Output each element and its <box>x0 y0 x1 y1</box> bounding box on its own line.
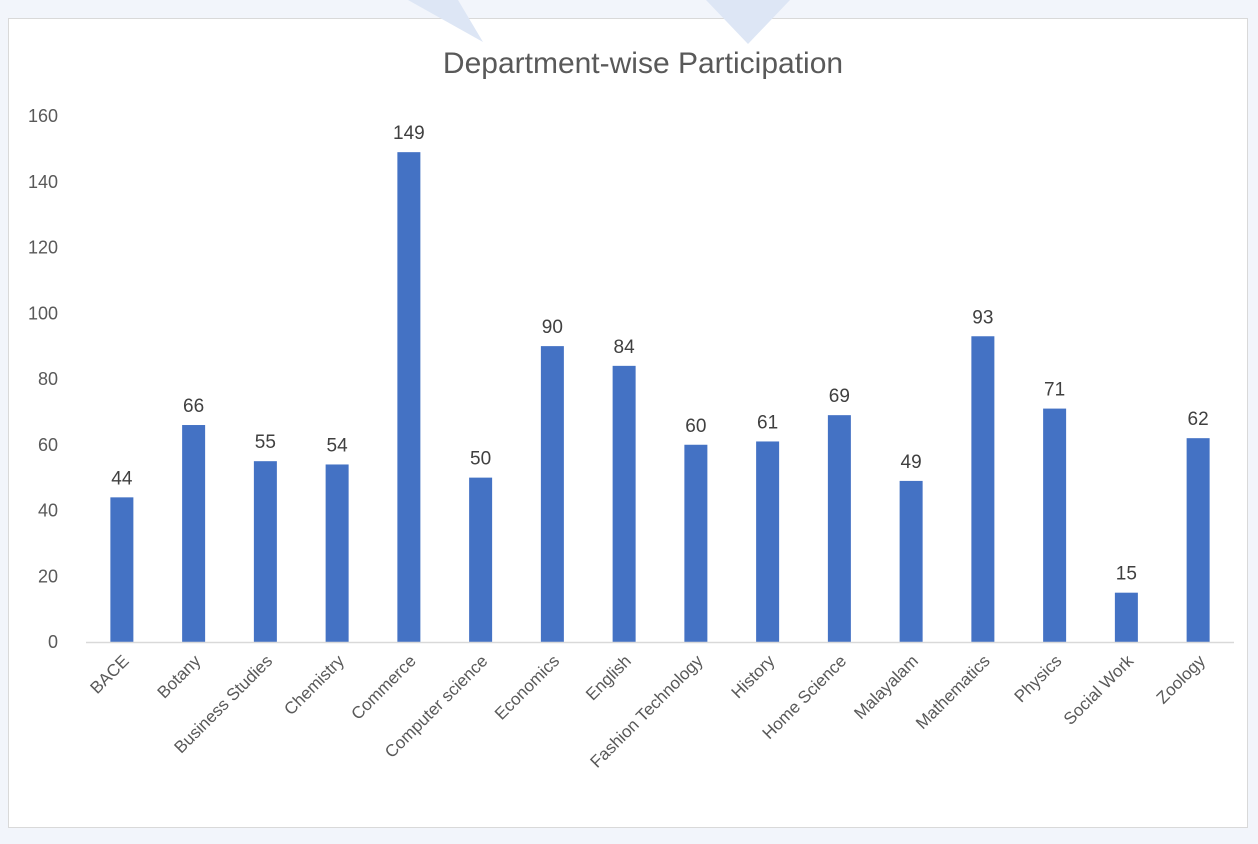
bar <box>827 415 851 642</box>
y-tick-label: 60 <box>38 435 58 455</box>
bar <box>253 461 277 642</box>
y-tick-label: 100 <box>28 303 58 323</box>
bar <box>397 152 421 642</box>
bars <box>110 152 1210 642</box>
data-label: 61 <box>757 412 778 433</box>
category-label: Commerce <box>347 651 419 723</box>
y-tick-label: 20 <box>38 566 58 586</box>
bar <box>1114 592 1138 642</box>
category-label: Malayalam <box>850 651 922 723</box>
y-tick-label: 0 <box>48 632 58 652</box>
y-tick-label: 120 <box>28 238 58 258</box>
data-label: 55 <box>255 432 276 453</box>
bar <box>756 441 780 642</box>
data-label: 71 <box>1044 380 1065 401</box>
category-label: History <box>728 651 779 702</box>
bar <box>684 444 708 642</box>
data-labels: 44 66 55 54 149 50 90 84 60 61 69 49 93 71 15 62 <box>111 123 1208 585</box>
y-axis-labels: 0 20 40 60 80 100 120 140 160 <box>28 106 58 652</box>
data-label: 149 <box>393 123 425 144</box>
bar <box>1186 438 1210 642</box>
data-label: 93 <box>972 307 993 328</box>
category-label: Economics <box>491 651 563 723</box>
data-label: 90 <box>542 317 563 338</box>
chart-title: Department-wise Participation <box>443 47 843 80</box>
data-label: 66 <box>183 396 204 417</box>
data-label: 50 <box>470 449 491 470</box>
bar <box>110 497 134 642</box>
y-tick-label: 140 <box>28 172 58 192</box>
data-label: 60 <box>685 416 706 437</box>
y-tick-label: 160 <box>28 106 58 126</box>
category-label: Mathematics <box>912 651 994 733</box>
bar <box>612 365 636 642</box>
category-label: Zoology <box>1153 651 1210 708</box>
y-tick-label: 40 <box>38 501 58 521</box>
category-label: BACE <box>87 651 133 697</box>
category-label: Physics <box>1011 651 1066 706</box>
category-label: Chemistry <box>280 651 348 719</box>
data-label: 15 <box>1116 564 1137 585</box>
data-label: 44 <box>111 468 133 489</box>
bar <box>899 480 923 642</box>
y-tick-label: 80 <box>38 369 58 389</box>
category-label: Social Work <box>1060 651 1138 729</box>
data-label: 62 <box>1188 409 1209 430</box>
data-label: 49 <box>901 452 922 473</box>
bar <box>325 464 349 642</box>
category-label: English <box>582 651 635 704</box>
bar <box>540 346 564 642</box>
data-label: 84 <box>614 337 636 358</box>
category-label: Botany <box>154 651 205 702</box>
bar <box>469 477 493 642</box>
bar <box>182 425 206 642</box>
bar <box>1043 408 1067 642</box>
data-label: 69 <box>829 386 850 407</box>
data-label: 54 <box>327 435 349 456</box>
bar <box>971 336 995 642</box>
